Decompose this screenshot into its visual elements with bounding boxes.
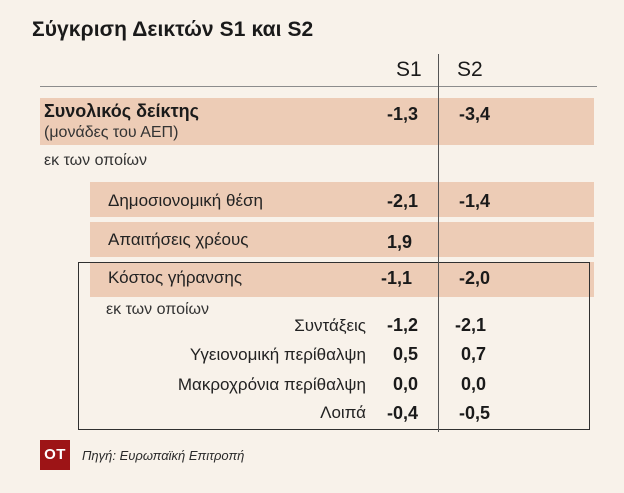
total-index-sublabel: (μονάδες του ΑΕΠ) [44, 124, 179, 141]
health-care-s2-value: 0,7 [460, 344, 486, 364]
long-term-care-s2-value: 0,0 [460, 374, 486, 394]
debt-row-band [90, 222, 594, 257]
ageing-cost-label: Κόστος γήρανσης [108, 268, 243, 287]
fiscal-position-s1-value: -2,1 [386, 191, 418, 211]
fiscal-position-label: Δημοσιονομική θέση [108, 191, 263, 210]
fiscal-position-s2-value: -1,4 [458, 191, 490, 211]
ot-logo: OT [40, 440, 70, 470]
health-care-s1-value: 0,5 [392, 344, 418, 364]
total-row-band [40, 98, 594, 145]
ageing-cost-s2-value: -2,0 [458, 268, 490, 288]
total-index-s2-value: -3,4 [458, 104, 490, 124]
column-header-s2: S2 [457, 58, 483, 81]
of-which-label-2: εκ των οποίων [106, 301, 210, 318]
total-index-s1-value: -1,3 [386, 104, 418, 124]
column-header-s1: S1 [396, 58, 422, 81]
health-care-label: Υγειονομική περίθαλψη [189, 345, 366, 364]
pensions-s2-value: -2,1 [454, 315, 486, 335]
total-index-label: Συνολικός δείκτης [44, 101, 199, 121]
other-s1-value: -0,4 [386, 403, 418, 423]
of-which-label-1: εκ των οποίων [44, 152, 148, 169]
page-title: Σύγκριση Δεικτών S1 και S2 [32, 18, 314, 41]
debt-requirements-s1-value: 1,9 [386, 232, 412, 252]
fiscal-row-band [90, 182, 594, 217]
column-divider [438, 54, 439, 432]
ageing-cost-s1-value: -1,1 [380, 268, 412, 288]
ageing-section-box [78, 262, 590, 430]
header-divider [40, 86, 597, 87]
long-term-care-s1-value: 0,0 [392, 374, 418, 394]
pensions-s1-value: -1,2 [386, 315, 418, 335]
source-note: Πηγή: Ευρωπαϊκή Επιτροπή [82, 448, 245, 463]
pensions-label: Συντάξεις [294, 316, 366, 335]
other-s2-value: -0,5 [458, 403, 490, 423]
ageing-row-band [90, 262, 594, 297]
long-term-care-label: Μακροχρόνια περίθαλψη [177, 375, 366, 394]
debt-requirements-label: Απαιτήσεις χρέους [108, 230, 249, 249]
other-label: Λοιπά [320, 403, 366, 422]
